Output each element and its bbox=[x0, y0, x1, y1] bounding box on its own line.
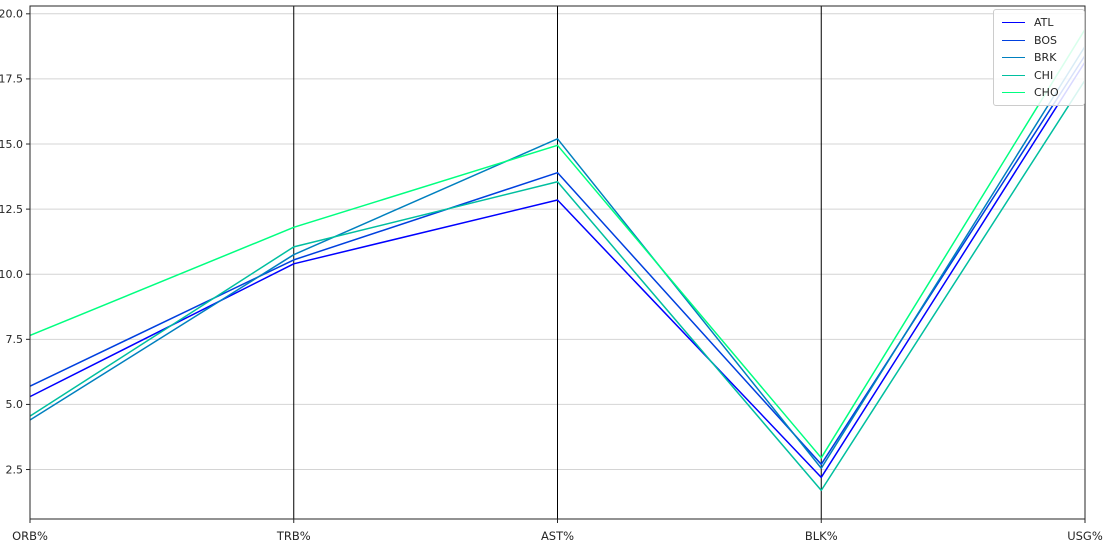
legend-item-BRK: BRK bbox=[1002, 50, 1076, 66]
xaxis-label-TRB%: TRB% bbox=[276, 529, 311, 543]
series-line-CHI bbox=[29, 79, 1086, 492]
xaxis-label-USG%: USG% bbox=[1067, 529, 1103, 543]
ytick-label: 7.5 bbox=[6, 333, 24, 346]
xaxis-label-BLK%: BLK% bbox=[805, 529, 838, 543]
series-line-CHO bbox=[29, 29, 1086, 459]
legend-item-BOS: BOS bbox=[1002, 33, 1076, 49]
legend-line-icon bbox=[1002, 22, 1025, 24]
ytick-label: 10.0 bbox=[0, 268, 23, 281]
xaxis-label-AST%: AST% bbox=[541, 529, 574, 543]
series-line-BRK bbox=[29, 45, 1086, 469]
legend-item-ATL: ATL bbox=[1002, 15, 1076, 31]
legend-item-CHO: CHO bbox=[1002, 85, 1076, 101]
legend-label: CHO bbox=[1034, 86, 1059, 100]
ytick-label: 15.0 bbox=[0, 138, 23, 151]
legend-label: BOS bbox=[1034, 33, 1057, 47]
legend-line-icon bbox=[1002, 92, 1025, 94]
legend: ATL BOS BRK CHI CHO bbox=[993, 9, 1085, 106]
series-line-ATL bbox=[29, 61, 1086, 479]
legend-line-icon bbox=[1002, 74, 1025, 76]
legend-line-icon bbox=[1002, 39, 1025, 41]
ytick-label: 12.5 bbox=[0, 203, 23, 216]
legend-label: BRK bbox=[1034, 51, 1057, 65]
legend-label: ATL bbox=[1034, 16, 1054, 30]
ytick-label: 20.0 bbox=[0, 8, 23, 21]
legend-item-CHI: CHI bbox=[1002, 68, 1076, 84]
ytick-label: 17.5 bbox=[0, 73, 23, 86]
xaxis-label-ORB%: ORB% bbox=[12, 529, 48, 543]
ytick-label: 5.0 bbox=[6, 398, 24, 411]
ytick-label: 2.5 bbox=[6, 463, 24, 476]
legend-label: CHI bbox=[1034, 68, 1054, 82]
legend-line-icon bbox=[1002, 57, 1025, 59]
